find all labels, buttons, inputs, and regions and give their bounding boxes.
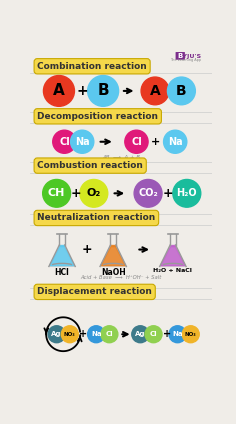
Polygon shape bbox=[50, 246, 74, 266]
Text: +: + bbox=[71, 187, 81, 200]
Circle shape bbox=[80, 179, 108, 207]
Circle shape bbox=[88, 75, 119, 106]
Circle shape bbox=[145, 326, 162, 343]
Text: A: A bbox=[150, 84, 160, 98]
Circle shape bbox=[134, 179, 162, 207]
Text: Ag: Ag bbox=[135, 331, 146, 337]
Text: Neutralization reaction: Neutralization reaction bbox=[37, 213, 156, 223]
Circle shape bbox=[71, 130, 94, 153]
Text: Cl: Cl bbox=[150, 331, 157, 337]
Text: Combination reaction: Combination reaction bbox=[37, 62, 147, 71]
Polygon shape bbox=[171, 245, 175, 246]
Text: Na: Na bbox=[172, 331, 183, 337]
Text: Combustion reaction: Combustion reaction bbox=[37, 161, 143, 170]
Circle shape bbox=[101, 326, 118, 343]
Text: B: B bbox=[176, 84, 187, 98]
Text: H₂O + NaCl: H₂O + NaCl bbox=[153, 268, 192, 273]
Circle shape bbox=[48, 326, 65, 343]
Circle shape bbox=[88, 326, 105, 343]
Text: HCl: HCl bbox=[55, 268, 69, 277]
Circle shape bbox=[132, 326, 149, 343]
Text: Cl: Cl bbox=[59, 137, 70, 147]
Text: Acid + Base  ⟶  H⁺OH⁻ + Salt: Acid + Base ⟶ H⁺OH⁻ + Salt bbox=[80, 275, 162, 280]
Text: Na: Na bbox=[168, 137, 182, 147]
Text: NaOH: NaOH bbox=[101, 268, 126, 277]
Text: Displacement reaction: Displacement reaction bbox=[37, 287, 152, 296]
Circle shape bbox=[43, 75, 74, 106]
Circle shape bbox=[182, 326, 199, 343]
Text: A: A bbox=[53, 84, 65, 98]
Polygon shape bbox=[60, 245, 64, 246]
Text: O₂: O₂ bbox=[87, 188, 101, 198]
Circle shape bbox=[168, 77, 195, 105]
Text: +: + bbox=[76, 84, 88, 98]
Text: NO₃: NO₃ bbox=[64, 332, 76, 337]
Text: AB  ⟶  A + B: AB ⟶ A + B bbox=[102, 155, 140, 160]
Text: B: B bbox=[97, 84, 109, 98]
Circle shape bbox=[141, 77, 169, 105]
Text: +: + bbox=[162, 187, 173, 200]
Text: Cl: Cl bbox=[105, 331, 113, 337]
Circle shape bbox=[125, 130, 148, 153]
Text: Na: Na bbox=[91, 331, 101, 337]
Text: B: B bbox=[178, 53, 183, 59]
Text: BYJU'S: BYJU'S bbox=[178, 54, 202, 59]
Circle shape bbox=[173, 179, 201, 207]
FancyBboxPatch shape bbox=[176, 52, 185, 60]
Text: The Learning App: The Learning App bbox=[170, 58, 202, 62]
Text: Cl: Cl bbox=[131, 137, 142, 147]
Circle shape bbox=[169, 326, 186, 343]
Text: CO₂: CO₂ bbox=[138, 188, 158, 198]
Circle shape bbox=[61, 326, 78, 343]
Text: CH: CH bbox=[48, 188, 65, 198]
Polygon shape bbox=[101, 246, 126, 266]
Polygon shape bbox=[111, 245, 116, 246]
Text: +: + bbox=[81, 243, 92, 256]
Text: Ag: Ag bbox=[51, 331, 62, 337]
Polygon shape bbox=[160, 246, 185, 266]
Text: Decomposition reaction: Decomposition reaction bbox=[37, 112, 158, 121]
Circle shape bbox=[53, 130, 76, 153]
Circle shape bbox=[164, 130, 187, 153]
Text: H₂O: H₂O bbox=[177, 188, 197, 198]
Text: +: + bbox=[163, 329, 171, 339]
Text: +: + bbox=[150, 137, 160, 147]
Circle shape bbox=[43, 179, 71, 207]
Text: +: + bbox=[79, 329, 87, 339]
Text: NO₃: NO₃ bbox=[185, 332, 197, 337]
Text: Na: Na bbox=[75, 137, 89, 147]
